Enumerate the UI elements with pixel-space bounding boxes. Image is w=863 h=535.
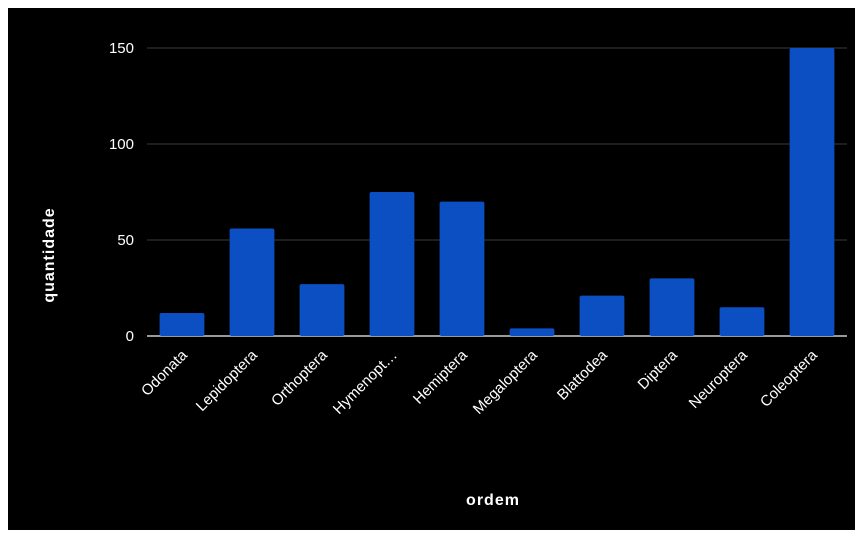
- bar-blattodea: [579, 295, 625, 336]
- bars: [159, 48, 835, 336]
- x-tick-label: Coleoptera: [757, 346, 821, 410]
- y-tick-label: 100: [109, 136, 134, 153]
- bar-chart: 0 50 100 150 Odonata Lepidoptera Orthoptera Hy…: [41, 40, 847, 509]
- x-tick-labels: Odonata Lepidoptera Orthoptera Hymenopt… Hem…: [138, 346, 821, 417]
- x-tick-label: Lepidoptera: [193, 346, 262, 415]
- bar-megaloptera: [509, 328, 555, 336]
- y-tick-labels: 0 50 100 150: [109, 40, 134, 345]
- bar-coleoptera: [789, 48, 835, 336]
- x-tick-label: Orthoptera: [268, 346, 331, 409]
- y-axis-label: quantidade: [41, 207, 58, 302]
- bar-orthoptera: [299, 284, 345, 336]
- x-tick-label: Megaloptera: [470, 346, 541, 417]
- x-tick-label: Hymenopt…: [330, 347, 401, 418]
- chart-container: 0 50 100 150 Odonata Lepidoptera Orthoptera Hy…: [8, 8, 855, 530]
- bar-hemiptera: [439, 201, 485, 336]
- x-tick-label: Odonata: [138, 346, 191, 399]
- x-axis-label: ordem: [466, 492, 520, 509]
- bar-neuroptera: [719, 307, 765, 336]
- x-tick-label: Neuroptera: [686, 346, 752, 412]
- y-tick-label: 0: [126, 328, 134, 345]
- bar-lepidoptera: [229, 228, 275, 336]
- x-tick-label: Blattodea: [554, 346, 611, 403]
- x-tick-label: Diptera: [635, 346, 682, 393]
- bar-odonata: [159, 312, 205, 336]
- y-tick-label: 50: [117, 232, 134, 249]
- bar-diptera: [649, 278, 695, 336]
- x-tick-label: Hemiptera: [410, 346, 471, 407]
- bar-hymenopt: [369, 192, 415, 336]
- y-tick-label: 150: [109, 40, 134, 57]
